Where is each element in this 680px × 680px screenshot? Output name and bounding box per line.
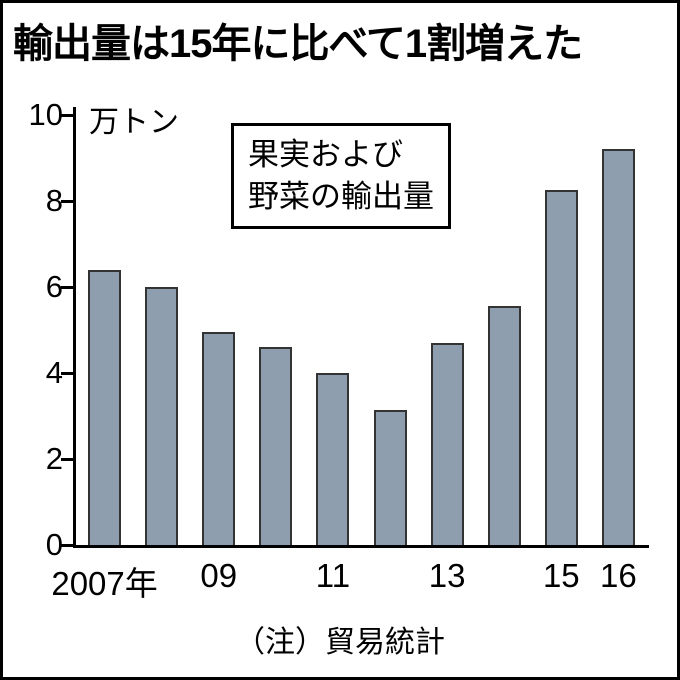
bar — [88, 269, 122, 545]
x-tick-label: 2007年 — [51, 565, 158, 602]
bar-slot: 16 — [590, 115, 647, 594]
y-tick-label: 0 — [45, 527, 63, 562]
x-tick-label: 16 — [600, 557, 637, 594]
y-tick-mark — [61, 372, 74, 375]
x-tick-label: 15 — [542, 557, 580, 594]
y-tick-mark — [61, 458, 74, 461]
bar-slot: 13 — [419, 115, 476, 594]
bar — [259, 347, 293, 545]
bar — [316, 373, 350, 545]
x-tick-label: 11 — [315, 557, 351, 594]
bar — [544, 190, 578, 545]
bar-slot: 15 — [533, 115, 590, 594]
y-axis-unit-label: 万トン — [89, 106, 179, 139]
bar-slot — [361, 115, 418, 545]
annotation-line-1: 果実および — [248, 137, 403, 172]
x-tick-label: 09 — [200, 557, 238, 594]
x-axis-line — [73, 545, 649, 548]
bar — [145, 287, 179, 545]
y-tick-mark — [61, 544, 74, 547]
annotation-box: 果実および 野菜の輸出量 — [231, 123, 451, 229]
y-tick-mark — [61, 114, 74, 117]
annotation-line-2: 野菜の輸出量 — [248, 178, 434, 214]
bar — [601, 149, 635, 545]
y-tick-label: 6 — [45, 269, 63, 304]
plot-area: 2007年 09 11 13 15 16 — [51, 115, 647, 602]
footnote: （注）貿易統計 — [235, 626, 445, 659]
bar-slot: 09 — [190, 115, 247, 594]
bar — [373, 409, 407, 545]
bar — [202, 332, 236, 545]
bar-slot — [476, 115, 533, 545]
chart-title: 輸出量は15年に比べて1割増えた — [13, 22, 583, 66]
y-tick-label: 2 — [45, 441, 63, 476]
y-tick-label: 4 — [45, 355, 63, 390]
bar-slot: 11 — [304, 115, 361, 594]
y-axis-line — [73, 107, 76, 548]
x-tick-label: 13 — [428, 557, 466, 594]
y-tick-mark — [61, 200, 74, 203]
y-tick-label: 10 — [28, 97, 63, 132]
bar — [430, 342, 464, 545]
y-tick-label: 8 — [45, 183, 63, 218]
bar — [487, 306, 521, 545]
bar-slot — [247, 115, 304, 545]
bar-slot: 2007年 — [51, 115, 158, 602]
bar-slot — [133, 115, 190, 545]
y-tick-mark — [61, 286, 74, 289]
